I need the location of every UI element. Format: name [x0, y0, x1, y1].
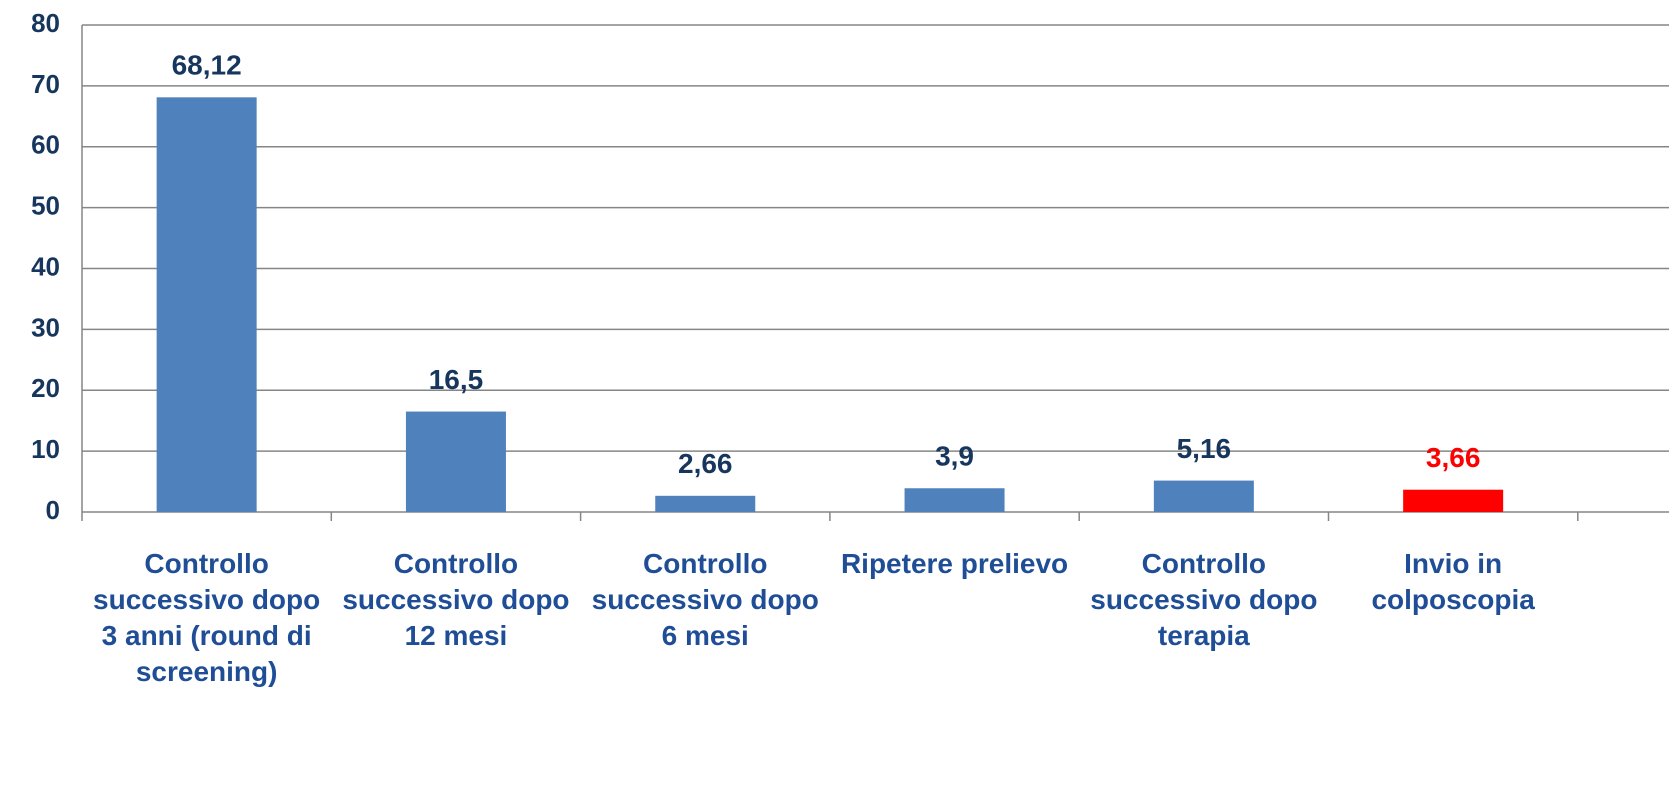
x-tick-label: Controllo successivo dopo terapia — [1090, 548, 1318, 651]
y-tick-label: 40 — [31, 251, 60, 281]
bar — [904, 488, 1005, 512]
value-label: 68,12 — [172, 50, 242, 81]
x-tick-label: Controllo successivo dopo 12 mesi — [342, 548, 570, 651]
value-label: 16,5 — [429, 364, 484, 395]
y-tick-label: 30 — [31, 312, 60, 342]
y-tick-label: 10 — [31, 434, 60, 464]
value-label: 5,16 — [1177, 433, 1232, 464]
value-label: 3,9 — [935, 441, 974, 472]
y-tick-label: 60 — [31, 130, 60, 160]
value-label: 2,66 — [678, 448, 733, 479]
y-tick-label: 80 — [31, 8, 60, 38]
bar — [1403, 489, 1504, 512]
bar — [1153, 480, 1254, 512]
y-tick-label: 70 — [31, 69, 60, 99]
y-tick-label: 0 — [46, 495, 60, 525]
x-tick-label: Controllo successivo dopo 6 mesi — [591, 548, 819, 651]
y-tick-label: 20 — [31, 373, 60, 403]
x-tick-label: Ripetere prelievo — [840, 548, 1069, 579]
x-tick-label: Controllo successivo dopo 3 anni (round … — [93, 548, 321, 687]
value-label: 3,66 — [1426, 442, 1481, 473]
y-tick-label: 50 — [31, 191, 60, 221]
x-tick-label: Invio in colposcopia — [1371, 548, 1535, 615]
bar — [156, 97, 257, 512]
bar — [655, 495, 756, 512]
bar — [405, 411, 506, 512]
